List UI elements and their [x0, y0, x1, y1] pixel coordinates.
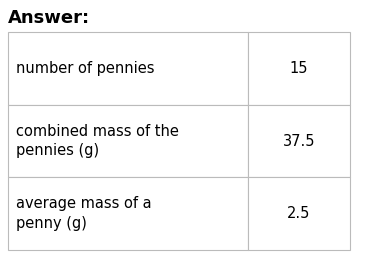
Text: 37.5: 37.5: [283, 133, 315, 148]
Bar: [248, 32, 350, 105]
Bar: [8, 32, 248, 105]
Text: 15: 15: [290, 61, 308, 76]
Text: average mass of a
penny (g): average mass of a penny (g): [16, 196, 152, 231]
Bar: [248, 105, 350, 177]
Text: combined mass of the
pennies (g): combined mass of the pennies (g): [16, 124, 179, 158]
Bar: [8, 105, 248, 177]
Text: 2.5: 2.5: [287, 206, 311, 221]
Bar: [8, 177, 248, 250]
Text: number of pennies: number of pennies: [16, 61, 154, 76]
Text: Answer:: Answer:: [8, 9, 90, 27]
Bar: [248, 177, 350, 250]
